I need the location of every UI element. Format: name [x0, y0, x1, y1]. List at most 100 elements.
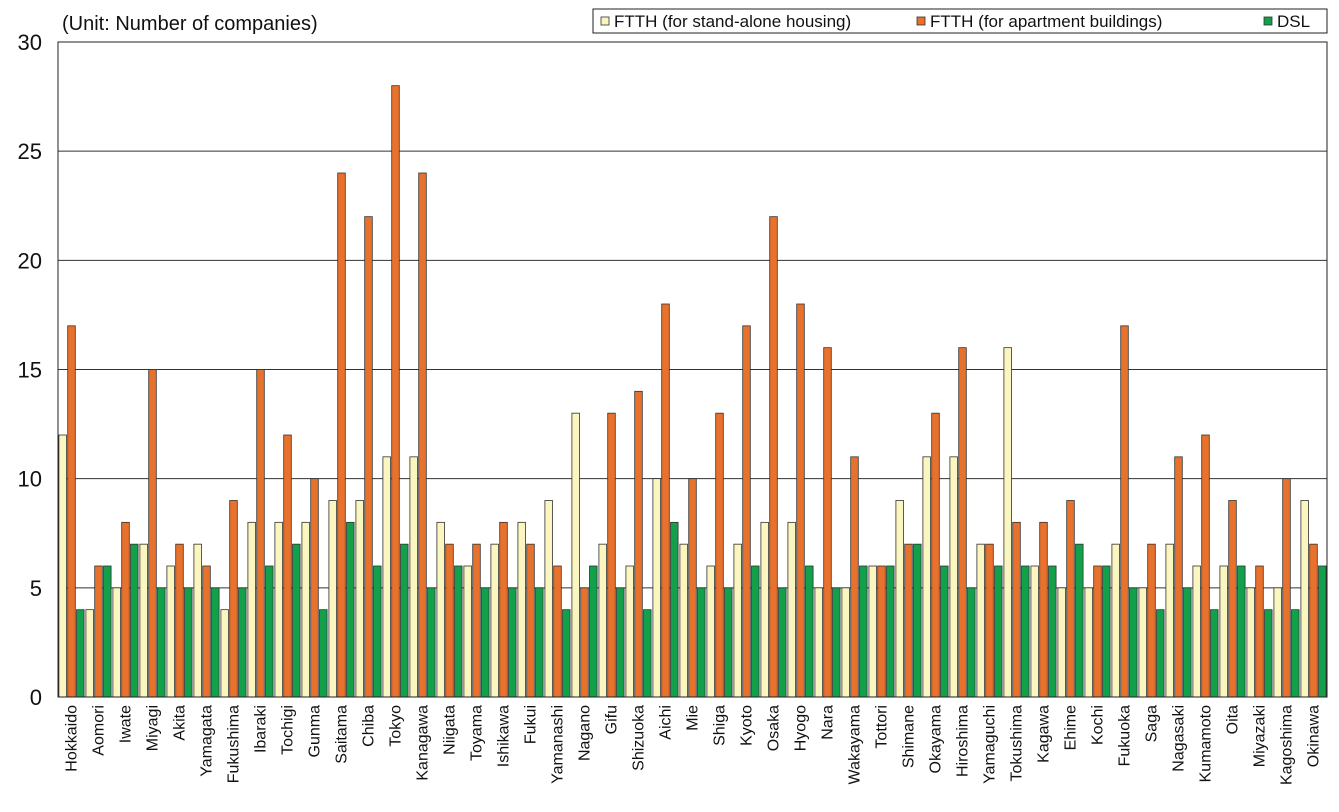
x-category-label: Okayama — [928, 705, 945, 774]
y-tick-label: 15 — [18, 358, 42, 383]
x-category-label: Kagoshima — [1279, 705, 1296, 785]
bar — [796, 303, 805, 698]
x-axis-labels: Hokkaido Aomori Iwate Miyagi Akita Yamagata Fu… — [64, 705, 1323, 785]
bar — [445, 543, 454, 698]
bar — [211, 587, 220, 698]
bar — [868, 565, 877, 698]
bar — [733, 543, 742, 698]
x-category-label: Mie — [685, 705, 702, 731]
x-category-label: Miyazaki — [1252, 705, 1269, 767]
bar — [292, 543, 301, 698]
bar — [490, 543, 499, 698]
legend-swatch — [600, 16, 610, 26]
bar — [1255, 565, 1264, 698]
bar — [877, 565, 886, 698]
bar — [310, 478, 319, 698]
bar — [1066, 500, 1075, 698]
bar — [1201, 434, 1210, 698]
bar — [1219, 565, 1228, 698]
bar — [1129, 587, 1138, 698]
bar — [994, 565, 1003, 698]
bar — [499, 521, 508, 698]
bar — [247, 521, 256, 698]
bar — [148, 369, 157, 698]
bar — [1039, 521, 1048, 698]
bar — [985, 543, 994, 698]
x-category-label: Nagano — [577, 705, 594, 761]
x-category-label: Tochigi — [280, 705, 297, 755]
x-category-label: Niigata — [442, 705, 459, 755]
bar — [904, 543, 913, 698]
bar — [742, 325, 751, 698]
bar — [571, 412, 580, 698]
bar — [643, 609, 652, 698]
bar — [256, 369, 265, 698]
bar — [1156, 609, 1165, 698]
x-category-label: Yamaguchi — [982, 705, 999, 784]
x-category-label: Fukushima — [226, 705, 243, 783]
bar — [715, 412, 724, 698]
x-category-label: Hyogo — [793, 705, 810, 751]
bar — [364, 216, 373, 698]
bar — [373, 565, 382, 698]
x-category-label: Shimane — [901, 705, 918, 768]
bar — [103, 565, 112, 698]
bar — [895, 500, 904, 698]
bar — [778, 587, 787, 698]
bar — [553, 565, 562, 698]
bar — [346, 521, 355, 698]
bar — [1120, 325, 1129, 698]
bar — [787, 521, 796, 698]
x-category-label: Osaka — [766, 705, 783, 751]
x-category-label: Ishikawa — [496, 705, 513, 767]
bar — [283, 434, 292, 698]
bar — [229, 500, 238, 698]
legend-label: FTTH (for stand-alone housing) — [614, 12, 851, 31]
bar — [1318, 565, 1327, 698]
bar — [436, 521, 445, 698]
bar — [769, 216, 778, 698]
bar — [850, 456, 859, 698]
bar — [1192, 565, 1201, 698]
y-tick-label: 0 — [30, 685, 42, 710]
x-category-label: Saitama — [334, 705, 351, 764]
bar — [121, 521, 130, 698]
bar — [220, 609, 229, 698]
x-category-label: Ehime — [1063, 705, 1080, 750]
y-tick-label: 25 — [18, 139, 42, 164]
bar — [1174, 456, 1183, 698]
x-category-label: Oita — [1225, 705, 1242, 734]
x-category-label: Aomori — [91, 705, 108, 756]
bar — [832, 587, 841, 698]
bar — [517, 521, 526, 698]
bar — [85, 609, 94, 698]
bar — [112, 587, 121, 698]
legend-swatch — [1263, 16, 1273, 26]
bar — [1102, 565, 1111, 698]
x-category-label: Chiba — [361, 705, 378, 747]
x-category-label: Gifu — [604, 705, 621, 734]
bar — [382, 456, 391, 698]
x-category-label: Hiroshima — [955, 705, 972, 777]
bar — [166, 565, 175, 698]
bar — [1273, 587, 1282, 698]
legend: FTTH (for stand-alone housing) FTTH (for … — [592, 8, 1328, 34]
x-category-label: Kochi — [1090, 705, 1107, 745]
bar — [139, 543, 148, 698]
bar — [823, 347, 832, 698]
bar — [1237, 565, 1246, 698]
bar — [625, 565, 634, 698]
bar — [58, 434, 67, 698]
bar — [544, 500, 553, 698]
bar — [265, 565, 274, 698]
bar — [751, 565, 760, 698]
x-category-label: Kagawa — [1036, 705, 1053, 763]
bar — [427, 587, 436, 698]
bar — [580, 587, 589, 698]
y-tick-label: 20 — [18, 248, 42, 273]
bar — [1138, 587, 1147, 698]
bar — [679, 543, 688, 698]
x-category-label: Wakayama — [847, 705, 864, 785]
bar — [1021, 565, 1030, 698]
bar — [598, 543, 607, 698]
